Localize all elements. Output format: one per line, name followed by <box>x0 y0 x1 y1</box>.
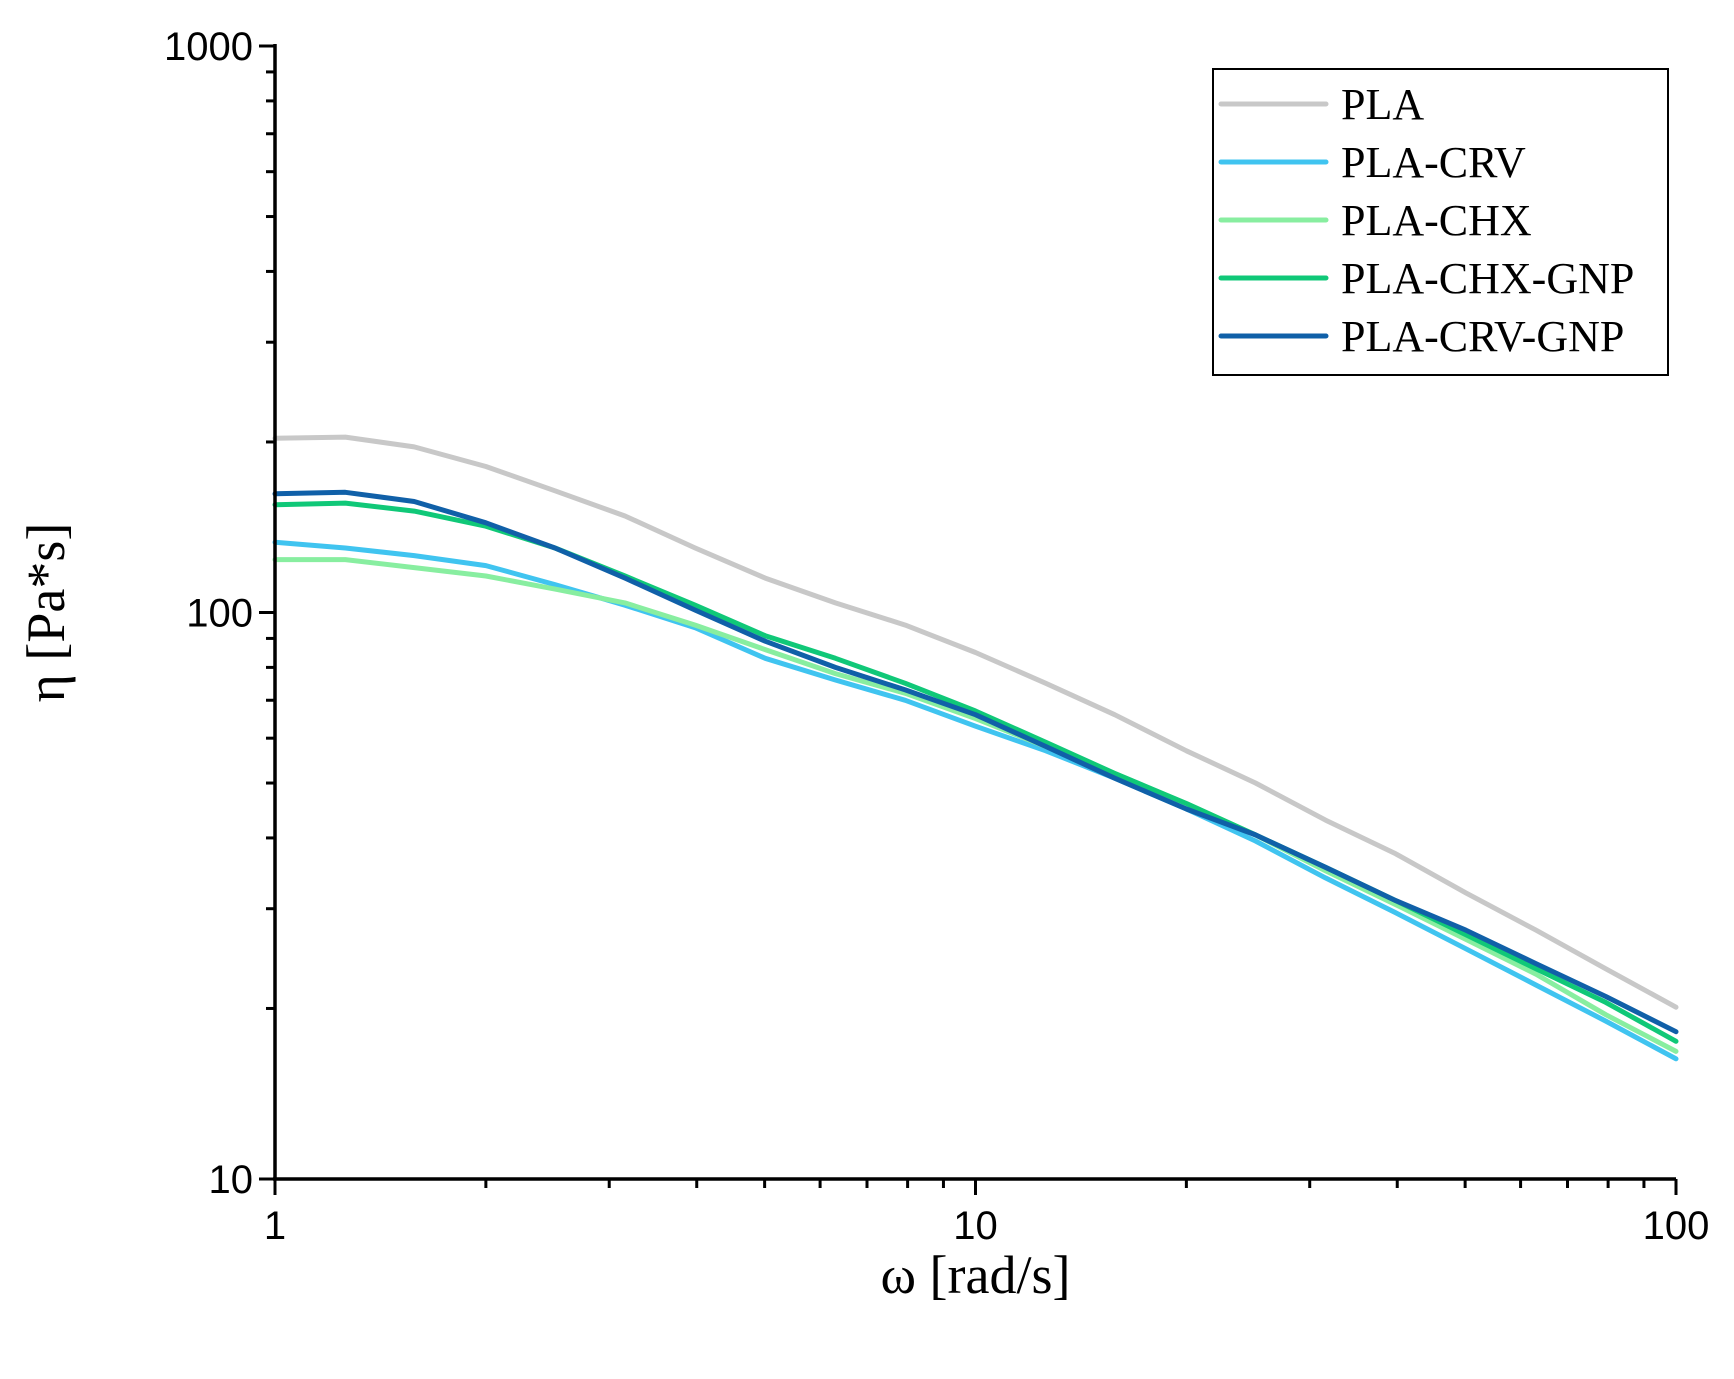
legend-label: PLA-CHX-GNP <box>1341 254 1634 303</box>
y-axis-title: η [Pa*s] <box>16 523 76 703</box>
series-line-pla <box>272 434 1679 1010</box>
x-axis-title: ω [rad/s] <box>881 1245 1071 1305</box>
series-line-pla-chx <box>272 557 1679 1054</box>
y-tick-label: 10 <box>209 1158 254 1202</box>
series-line-pla-crv-gnp <box>272 489 1679 1035</box>
series-line-pla-chx-gnp <box>272 500 1679 1044</box>
series-line-pla-crv <box>272 539 1679 1062</box>
legend: PLA PLA-CRV PLA-CHX PLA-CHX-GNP PLA-CRV-GNP <box>1212 68 1669 376</box>
legend-label: PLA-CRV <box>1341 138 1526 187</box>
series-lines <box>272 434 1679 1062</box>
legend-label: PLA-CHX <box>1341 196 1532 245</box>
legend-label: PLA-CRV-GNP <box>1341 312 1624 361</box>
legend-label: PLA <box>1341 80 1424 129</box>
x-tick-label: 1 <box>264 1204 286 1248</box>
y-tick-label: 100 <box>186 592 253 636</box>
y-tick-label: 1000 <box>164 25 253 69</box>
plot-area <box>259 44 1679 1195</box>
x-tick-label: 100 <box>1643 1204 1710 1248</box>
x-tick-label: 10 <box>953 1204 998 1248</box>
